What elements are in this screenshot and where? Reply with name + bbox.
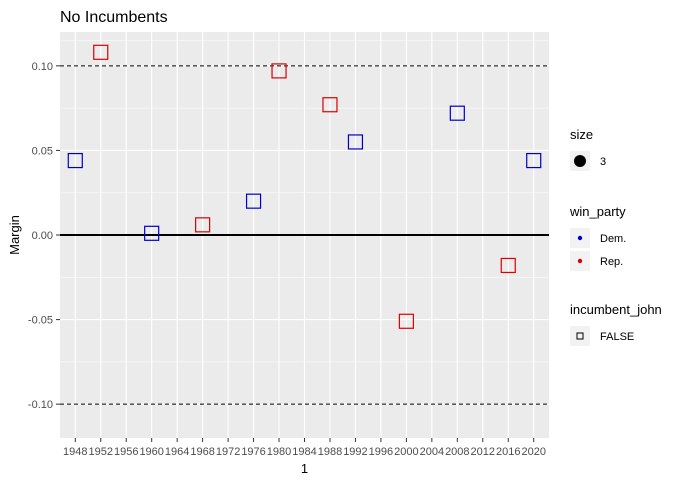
y-tick-label: 0.05 [32,145,53,157]
x-tick-label: 1972 [216,446,240,458]
x-tick-label: 1952 [89,446,113,458]
x-tick-label: 1992 [343,446,367,458]
x-tick-label: 1948 [63,446,87,458]
data-points [67,44,542,329]
data-point-2020 [526,152,542,169]
x-tick-label: 2008 [445,446,469,458]
data-point-2016 [500,257,516,274]
x-tick-label: 1984 [292,446,316,458]
x-tick-label: 1968 [190,446,214,458]
reference-lines [60,65,549,405]
x-tick-label: 2004 [420,446,444,458]
legend-label-Dem.: Dem. [600,233,626,245]
data-point-1992 [347,134,364,150]
x-axis-title: 1 [301,461,308,476]
chart-title: No Incumbents [60,9,168,26]
legend: size 3 win_party Dem. Rep. incumbent_john FALS… [569,127,662,346]
x-tick-label: 1976 [241,446,265,458]
legend-symbol-dot [577,258,583,264]
legend-label-FALSE: FALSE [600,331,634,343]
legend-label-3: 3 [600,156,606,168]
y-tick-label: 0.00 [32,230,53,242]
legend-symbol-dot [577,235,583,241]
legend-title-win_party: win_party [569,204,626,219]
legend-title-size: size [570,127,593,142]
data-point-1948 [67,152,83,169]
legend-label-Rep.: Rep. [600,256,623,268]
y-tick-label: -0.10 [28,399,53,411]
data-point-2000 [398,313,414,329]
data-point-1968 [195,217,211,233]
y-axis: 0.10 0.05 0.00 -0.05 -0.10 [28,61,60,411]
data-point-1988 [322,97,338,113]
legend-title-incumbent_john: incumbent_john [570,302,662,317]
y-tick-label: 0.10 [32,61,53,73]
x-tick-label: 1996 [369,446,393,458]
data-point-1976 [245,193,262,209]
x-tick-label: 2020 [521,446,545,458]
y-axis-title: Margin [7,215,22,255]
x-tick-label: 1988 [318,446,342,458]
x-tick-label: 1960 [139,446,163,458]
data-point-2008 [449,105,465,121]
legend-key-background [570,326,590,346]
x-tick-label: 1956 [114,446,138,458]
legend-symbol-circle [574,155,586,167]
data-point-1952 [93,44,109,60]
x-tick-label: 2012 [471,446,495,458]
legend-symbol-square [576,332,584,340]
y-tick-label: -0.05 [28,315,53,327]
data-point-1960 [144,225,160,241]
x-tick-label: 2000 [394,446,418,458]
x-tick-label: 1980 [267,446,291,458]
x-tick-label: 2016 [496,446,520,458]
x-tick-label: 1964 [165,446,189,458]
x-axis: 1948 1952 1956 1960 1964 1968 1972 1976 1980 1984… [63,438,546,458]
data-point-1980 [271,63,287,79]
